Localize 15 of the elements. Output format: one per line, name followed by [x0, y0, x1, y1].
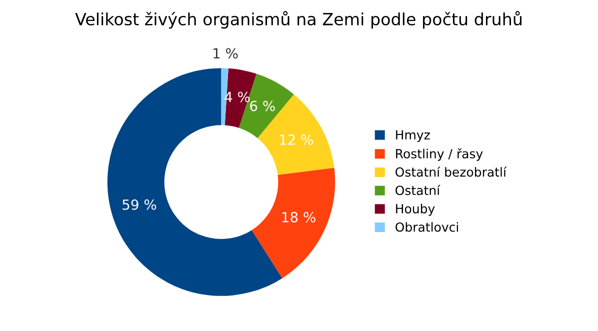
donut-slice: [252, 168, 336, 278]
legend-label: Hmyz: [396, 130, 430, 142]
data-label: 18 %: [282, 212, 316, 222]
legend-label: Rostliny / řasy: [396, 148, 483, 161]
data-label: 59 %: [122, 199, 156, 210]
legend-label: Ostatní bezobratlí: [396, 166, 507, 177]
legend-label: Houby: [396, 204, 435, 216]
donut-slice: [224, 68, 256, 128]
donut-slice: [258, 94, 334, 175]
data-label: 1 %: [214, 48, 238, 59]
data-label: 6 %: [250, 100, 275, 112]
legend-label: Ostatní: [396, 184, 440, 196]
legend-label: Obratlovci: [396, 222, 458, 232]
data-label: 12 %: [280, 134, 313, 145]
chart-title: Velikost živých organismů na Zemi podle počtu druhů: [75, 11, 522, 29]
